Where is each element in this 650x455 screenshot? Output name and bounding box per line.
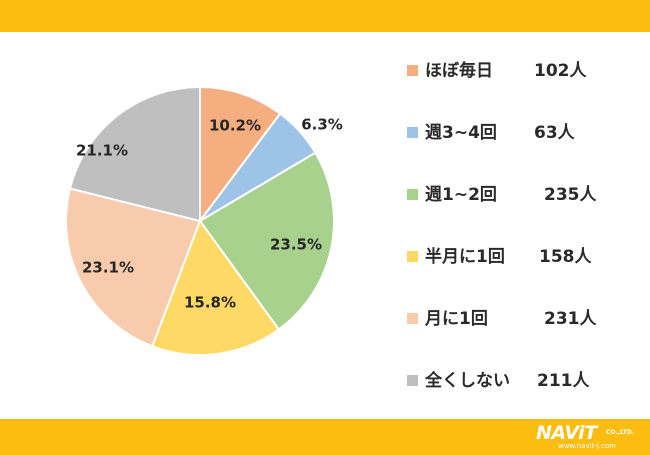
pie-data-label: 6.3% [301, 116, 343, 134]
pie-data-label: 10.2% [209, 117, 261, 135]
legend-item: 全くしない 211人 [407, 369, 627, 393]
pie-data-label: 23.1% [82, 259, 134, 277]
logo-url: www.navit-j.com [558, 442, 616, 450]
legend-swatch [407, 251, 418, 262]
pie-data-label: 21.1% [76, 142, 128, 160]
legend-label: 全くしない [425, 371, 510, 391]
legend-count: 63人 [534, 123, 575, 143]
legend-count: 235人 [544, 185, 597, 205]
pie-data-label: 23.5% [270, 236, 322, 254]
pie-slice [198, 151, 335, 331]
legend-label: 半月に1回 [425, 247, 505, 267]
legend-label: 月に1回 [425, 309, 488, 329]
legend-swatch [407, 127, 418, 138]
top-banner [0, 0, 650, 32]
legend-item: 半月に1回 158人 [407, 245, 627, 269]
legend-item: 月に1回 231人 [407, 307, 627, 331]
bottom-banner [0, 419, 650, 455]
company-logo: NAViT CO.,LTD. www.navit-j.com [536, 423, 646, 453]
legend-count: 211人 [537, 371, 590, 391]
pie-data-label: 15.8% [184, 294, 236, 312]
pie-slice [150, 218, 281, 356]
legend-item: ほぼ毎日 102人 [407, 59, 627, 83]
pie-slice [68, 85, 201, 223]
legend-swatch [407, 375, 418, 386]
legend-swatch [407, 189, 418, 200]
legend-label: ほぼ毎日 [425, 61, 493, 81]
logo-brand: NAViT [536, 422, 597, 444]
legend-item: 週3~4回 63人 [407, 121, 627, 145]
legend-count: 158人 [539, 247, 592, 267]
legend-label: 週1~2回 [425, 185, 497, 205]
legend-count: 102人 [534, 61, 587, 81]
logo-suffix: CO.,LTD. [606, 429, 635, 436]
legend-swatch [407, 65, 418, 76]
legend-item: 週1~2回 235人 [407, 183, 627, 207]
legend-label: 週3~4回 [425, 123, 497, 143]
pie-slice [199, 85, 282, 225]
pie-slice [65, 187, 202, 348]
legend-count: 231人 [544, 309, 597, 329]
legend-swatch [407, 313, 418, 324]
